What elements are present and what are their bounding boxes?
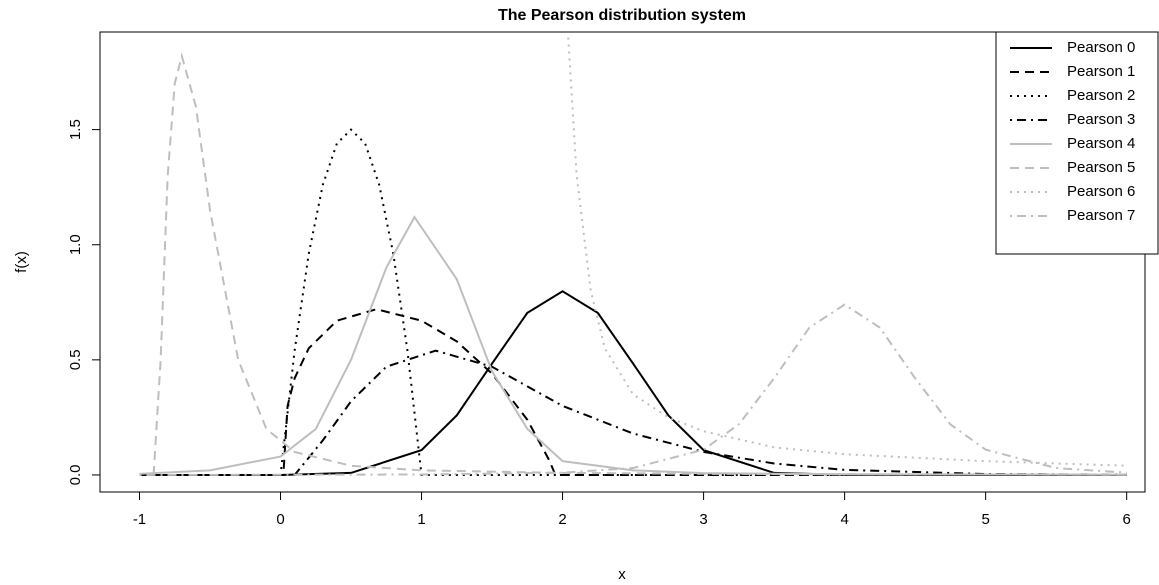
legend-label: Pearson 0 xyxy=(1067,39,1135,56)
plot-area xyxy=(139,37,1127,476)
series-line xyxy=(139,128,1127,476)
y-tick-label: 1.0 xyxy=(67,234,84,255)
x-axis-title: x xyxy=(618,566,626,583)
x-tick-label: 3 xyxy=(699,511,707,528)
x-tick-label: 0 xyxy=(276,511,284,528)
plot-frame xyxy=(99,31,1146,493)
legend-label: Pearson 4 xyxy=(1067,135,1135,152)
series-line xyxy=(139,303,1127,476)
legend-label: Pearson 7 xyxy=(1067,207,1135,224)
x-tick-label: 1 xyxy=(417,511,425,528)
x-tick-label: 4 xyxy=(840,511,848,528)
series-line xyxy=(139,215,1127,476)
legend-label: Pearson 1 xyxy=(1067,63,1135,80)
x-tick-label: 2 xyxy=(558,511,566,528)
y-axis-title: f(x) xyxy=(13,251,30,273)
series-line xyxy=(139,308,1127,476)
x-tick-label: 5 xyxy=(981,511,989,528)
series-line xyxy=(152,52,1127,476)
x-tick-label: 6 xyxy=(1122,511,1130,528)
y-tick-label: 1.5 xyxy=(67,119,84,140)
legend-label: Pearson 2 xyxy=(1067,87,1135,104)
legend-label: Pearson 5 xyxy=(1067,159,1135,176)
chart-title: The Pearson distribution system xyxy=(498,7,746,24)
y-tick-label: 0.0 xyxy=(67,465,84,486)
series-line xyxy=(567,37,1127,467)
x-tick-label: -1 xyxy=(133,511,146,528)
legend-label: Pearson 3 xyxy=(1067,111,1135,128)
y-tick-label: 0.5 xyxy=(67,349,84,370)
series-line xyxy=(139,349,1127,476)
legend-label: Pearson 6 xyxy=(1067,183,1135,200)
